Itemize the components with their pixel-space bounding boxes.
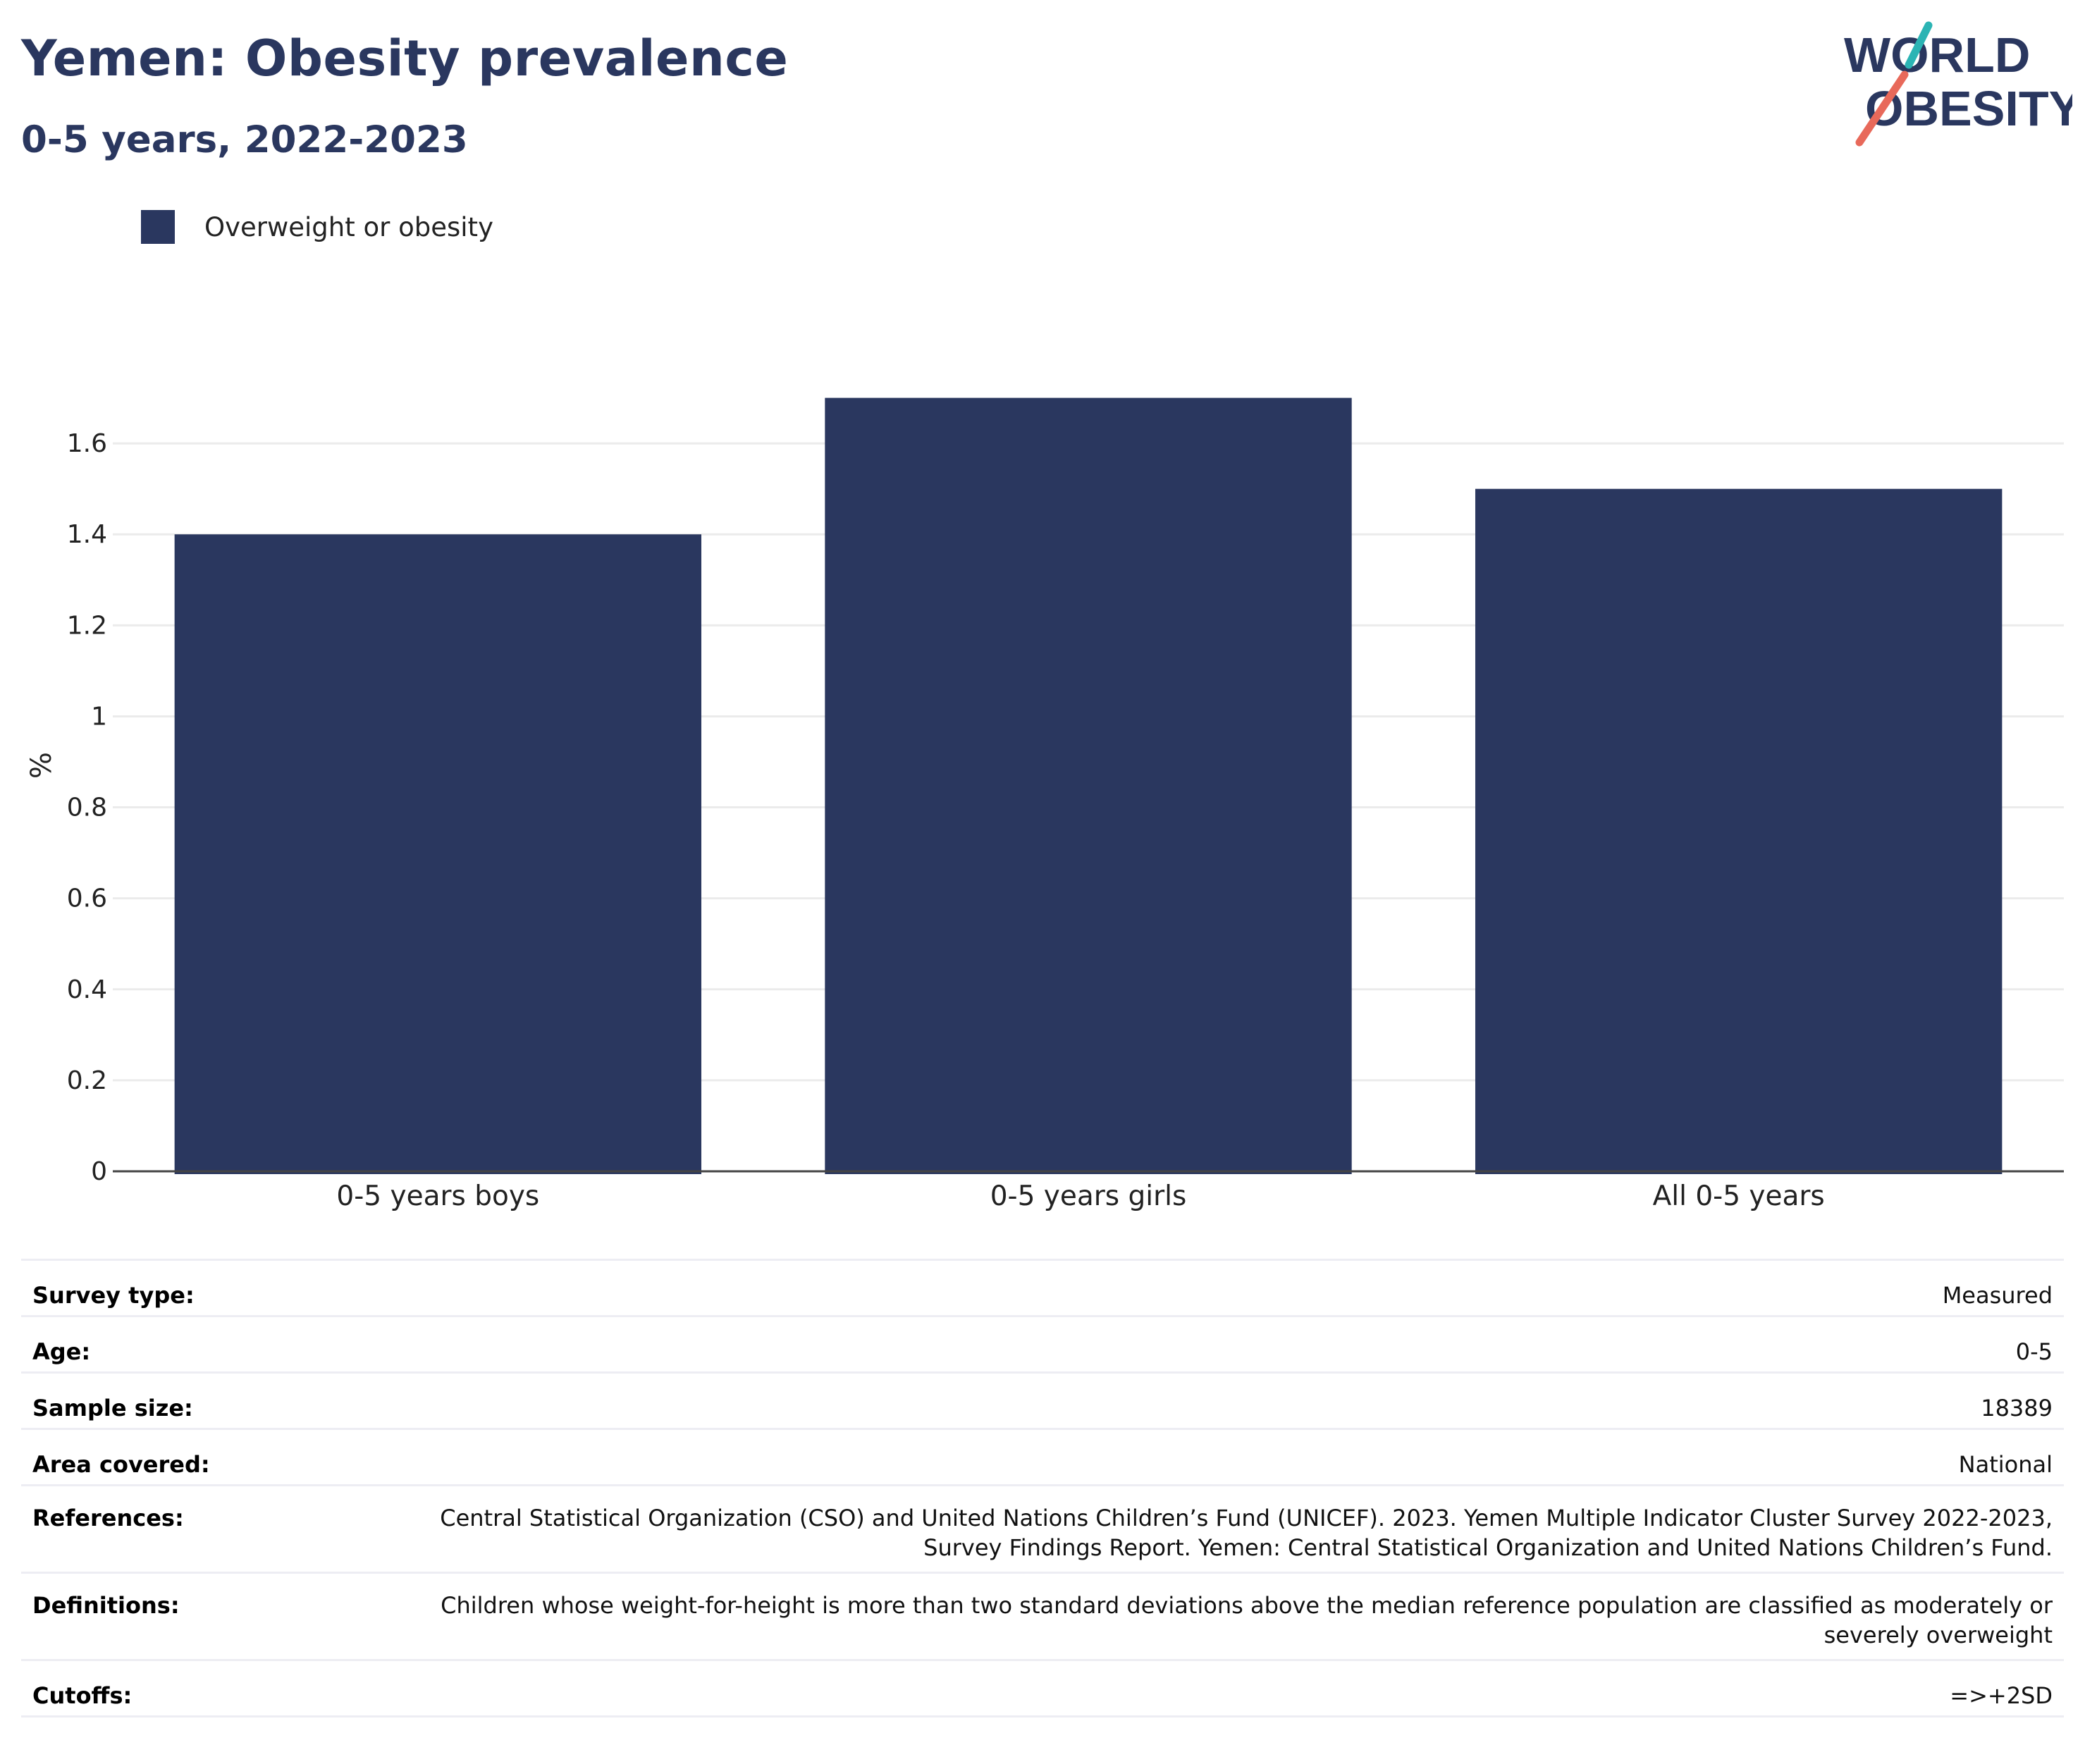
logo-teal-slash bbox=[1905, 21, 1933, 69]
world-obesity-logo: WORLD OBESITY bbox=[1844, 21, 2072, 147]
bars bbox=[174, 397, 2003, 1174]
meta-value: =>+2SD bbox=[374, 1659, 2064, 1717]
bar-chart: 0 0.2 0.4 0.6 0.8 1 1.2 1.4 1.6% 0-5 years boys 0-… bbox=[25, 397, 2064, 1212]
meta-row-references: References: Central Statistical Organiza… bbox=[21, 1484, 2064, 1573]
logo-coral-slash bbox=[1855, 70, 1909, 147]
meta-row-area-covered: Area covered: National bbox=[21, 1428, 2064, 1486]
y-tick-label: 0.6 bbox=[67, 884, 107, 913]
meta-value: National bbox=[374, 1428, 2064, 1486]
meta-key: Area covered: bbox=[21, 1428, 374, 1486]
y-tick-label: 1 bbox=[91, 702, 107, 731]
meta-value: Measured bbox=[374, 1259, 2064, 1316]
chart-legend[interactable]: Overweight or obesity bbox=[141, 210, 493, 244]
meta-value: 0-5 bbox=[374, 1315, 2064, 1373]
y-tick-label: 1.2 bbox=[67, 611, 107, 640]
y-tick-label: 0.4 bbox=[67, 975, 107, 1004]
meta-key: Definitions: bbox=[21, 1572, 374, 1660]
bar-2[interactable] bbox=[825, 397, 1352, 1174]
y-tick-label: 0 bbox=[91, 1157, 107, 1186]
page-title: Yemen: Obesity prevalence bbox=[21, 30, 789, 87]
meta-row-age: Age: 0-5 bbox=[21, 1315, 2064, 1373]
survey-details-table: Survey type: Measured Age: 0-5 Sample si… bbox=[21, 1259, 2064, 1717]
meta-value: Children whose weight-for-height is more… bbox=[374, 1572, 2064, 1660]
bar-1[interactable] bbox=[174, 534, 702, 1174]
legend-swatch-overweight bbox=[141, 210, 175, 244]
y-tick-label: 0.8 bbox=[67, 794, 107, 822]
logo-line-1: WORLD bbox=[1844, 27, 2030, 82]
axes: 0 0.2 0.4 0.6 0.8 1 1.2 1.4 1.6% 0-5 years boys 0-… bbox=[25, 429, 2064, 1212]
meta-key: Survey type: bbox=[21, 1259, 374, 1316]
meta-value: 18389 bbox=[374, 1371, 2064, 1429]
meta-key: Age: bbox=[21, 1315, 374, 1373]
meta-row-survey-type: Survey type: Measured bbox=[21, 1259, 2064, 1316]
legend-label-overweight: Overweight or obesity bbox=[204, 211, 493, 242]
x-tick-label: 0-5 years boys bbox=[336, 1180, 539, 1212]
x-tick-label: All 0-5 years bbox=[1653, 1180, 1825, 1212]
meta-key: Cutoffs: bbox=[21, 1659, 374, 1717]
meta-key: Sample size: bbox=[21, 1371, 374, 1429]
meta-key: References: bbox=[21, 1484, 374, 1573]
meta-row-cutoffs: Cutoffs: =>+2SD bbox=[21, 1659, 2064, 1717]
y-axis-label: % bbox=[25, 752, 58, 779]
meta-value: Central Statistical Organization (CSO) a… bbox=[374, 1484, 2064, 1573]
logo-line-2: OBESITY bbox=[1865, 81, 2072, 136]
meta-row-definitions: Definitions: Children whose weight-for-h… bbox=[21, 1572, 2064, 1660]
y-tick-label: 1.4 bbox=[67, 520, 107, 549]
meta-row-sample-size: Sample size: 18389 bbox=[21, 1371, 2064, 1429]
y-tick-label: 1.6 bbox=[67, 429, 107, 458]
y-tick-label: 0.2 bbox=[67, 1066, 107, 1095]
page-subtitle: 0-5 years, 2022-2023 bbox=[21, 118, 468, 161]
bar-3[interactable] bbox=[1475, 488, 2003, 1174]
x-tick-label: 0-5 years girls bbox=[990, 1180, 1187, 1212]
